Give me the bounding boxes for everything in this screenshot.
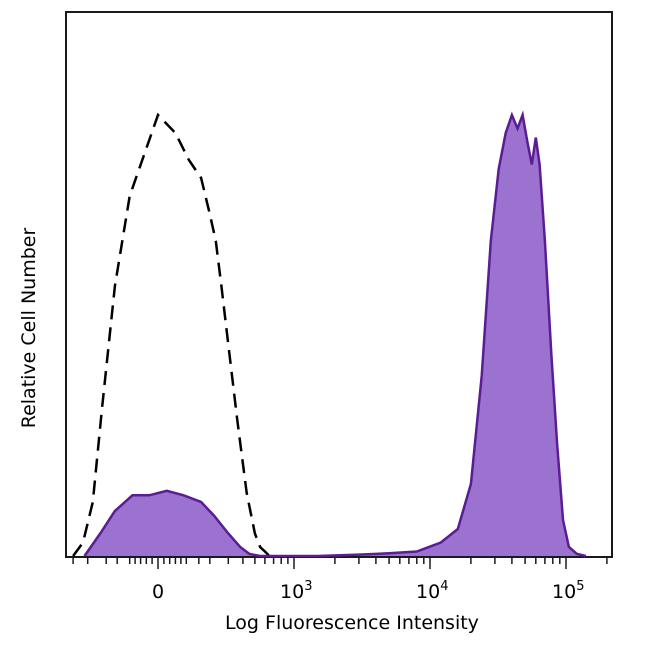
- x-axis-ticks: 0 103 104 105: [72, 557, 608, 603]
- x-tick-base: 10: [416, 581, 440, 603]
- x-tick-exponent: 4: [440, 579, 448, 594]
- x-tick-base: 10: [552, 581, 576, 603]
- series-fill-area: [84, 115, 586, 556]
- x-tick-label: 105: [552, 579, 584, 603]
- x-tick-exponent: 5: [576, 579, 584, 594]
- x-tick-label: 104: [416, 579, 448, 603]
- x-tick-label: 103: [280, 579, 312, 603]
- x-tick-label: 0: [152, 581, 164, 603]
- x-tick-exponent: 3: [304, 579, 312, 594]
- plot-frame: [65, 11, 613, 558]
- x-axis-label: Log Fluorescence Intensity: [225, 612, 479, 634]
- series-dashed-outline: [72, 112, 271, 557]
- series-filled-outline: [83, 110, 587, 558]
- x-tick-base: 10: [280, 581, 304, 603]
- y-axis-label: Relative Cell Number: [18, 228, 40, 429]
- series-layer: [72, 110, 587, 558]
